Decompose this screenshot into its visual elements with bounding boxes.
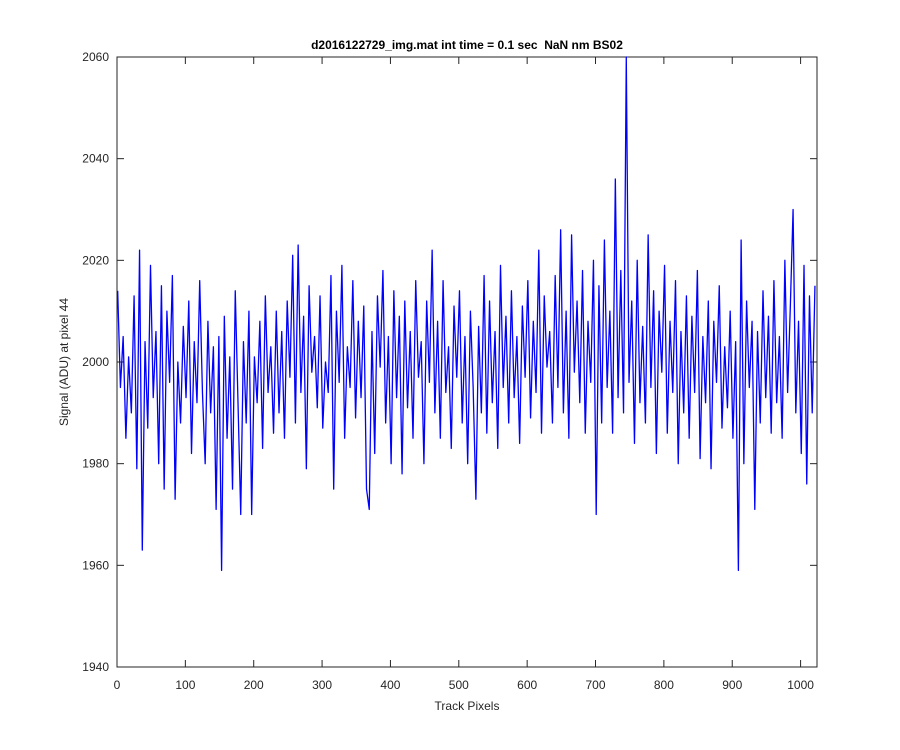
y-axis-label: Signal (ADU) at pixel 44 — [57, 298, 71, 426]
x-tick-label: 300 — [312, 678, 332, 692]
y-tick-label: 1940 — [82, 660, 109, 674]
x-tick-label: 700 — [586, 678, 606, 692]
y-tick-label: 1960 — [82, 558, 109, 572]
x-tick-label: 800 — [654, 678, 674, 692]
y-tick-label: 1980 — [82, 457, 109, 471]
x-axis-label: Track Pixels — [435, 699, 500, 713]
y-tick-label: 2040 — [82, 152, 109, 166]
y-tick-label: 2060 — [82, 50, 109, 64]
y-tick-label: 2020 — [82, 253, 109, 267]
plot-frame — [116, 56, 818, 668]
x-tick-label: 200 — [244, 678, 264, 692]
x-tick-label: 1000 — [787, 678, 814, 692]
x-tick-label: 0 — [114, 678, 121, 692]
x-tick-label: 900 — [722, 678, 742, 692]
chart-title: d2016122729_img.mat int time = 0.1 sec N… — [311, 38, 623, 52]
data-line — [117, 56, 816, 572]
y-tick-label: 2000 — [82, 355, 109, 369]
x-tick-label: 400 — [380, 678, 400, 692]
x-tick-label: 600 — [517, 678, 537, 692]
x-tick-label: 500 — [449, 678, 469, 692]
x-tick-label: 100 — [175, 678, 195, 692]
